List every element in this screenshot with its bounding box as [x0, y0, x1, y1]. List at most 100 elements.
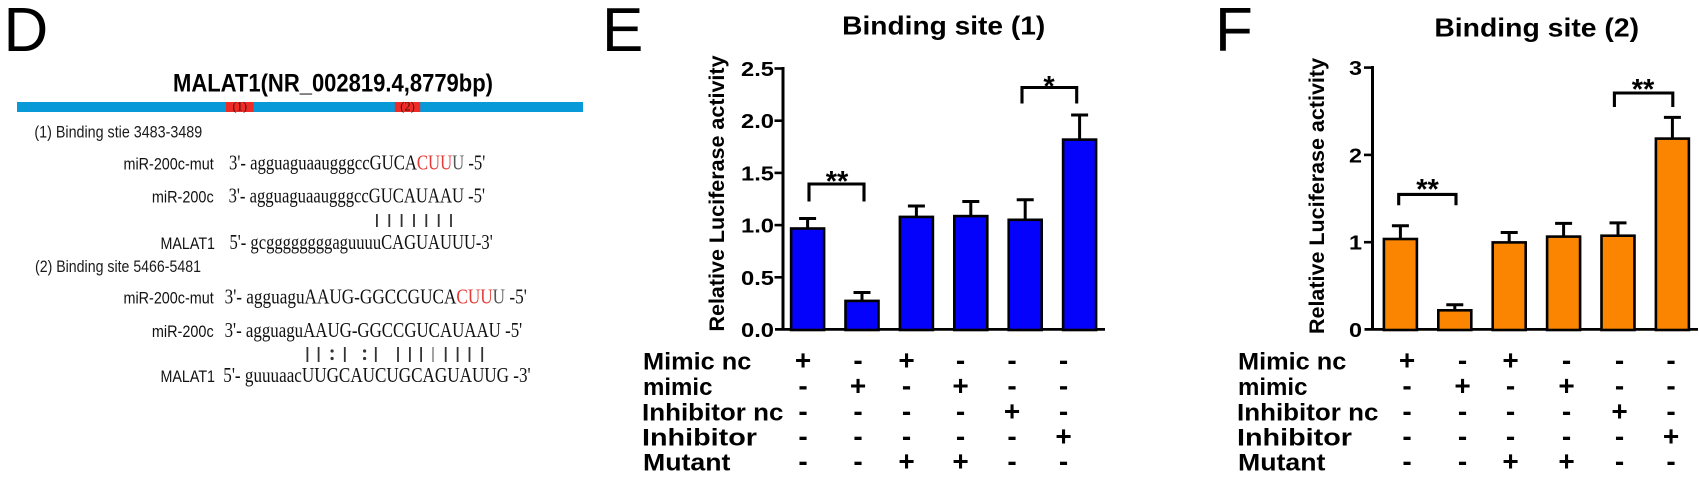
svg-text:+: +: [1558, 370, 1574, 401]
svg-text:-: -: [853, 396, 862, 427]
svg-text:-: -: [1402, 421, 1411, 452]
svg-text:-: -: [853, 345, 862, 376]
svg-text:+: +: [1055, 421, 1071, 452]
svg-text:-: -: [1666, 446, 1675, 477]
svg-text:2.5: 2.5: [741, 58, 774, 81]
svg-text:miR-200c-mut: miR-200c-mut: [124, 156, 215, 174]
svg-text:-: -: [1007, 421, 1016, 452]
svg-text:1.0: 1.0: [741, 215, 774, 238]
svg-text:+: +: [1611, 396, 1627, 427]
svg-text:+: +: [898, 345, 914, 376]
svg-text:3'- agguaguaaugggccGUCACUUU -5: 3'- agguaguaaugggccGUCACUUU -5': [229, 151, 485, 175]
svg-text:5'- gcggggggggaguuuuCAGUAUUU-3: 5'- gcggggggggaguuuuCAGUAUUU-3': [230, 230, 493, 254]
svg-text:-: -: [1402, 370, 1411, 401]
svg-text:+: +: [952, 446, 968, 477]
svg-text:mimic: mimic: [643, 374, 713, 401]
svg-text:-: -: [1562, 396, 1571, 427]
svg-text:-: -: [853, 446, 862, 477]
svg-text:+: +: [952, 370, 968, 401]
svg-text:-: -: [1059, 446, 1068, 477]
svg-text:+: +: [1502, 345, 1518, 376]
svg-text:Inhibitor nc: Inhibitor nc: [642, 400, 783, 427]
svg-text:Binding site (2): Binding site (2): [1434, 13, 1639, 43]
svg-text:Mimic nc: Mimic nc: [1238, 349, 1346, 376]
svg-text:-: -: [1562, 345, 1571, 376]
svg-text:-: -: [1402, 446, 1411, 477]
svg-text:-: -: [1666, 345, 1675, 376]
svg-text:3: 3: [1349, 57, 1362, 80]
svg-text:-: -: [1458, 345, 1467, 376]
svg-text:-: -: [798, 370, 807, 401]
svg-text:mimic: mimic: [1238, 374, 1308, 401]
svg-text:3'- agguaguAAUG-GGCCGUCAUAAU -: 3'- agguaguAAUG-GGCCGUCAUAAU -5': [225, 318, 523, 342]
svg-text:E: E: [602, 0, 643, 65]
svg-text:1.5: 1.5: [741, 162, 774, 185]
svg-text:1: 1: [1349, 232, 1362, 255]
svg-text:-: -: [902, 370, 911, 401]
svg-text:-: -: [1007, 446, 1016, 477]
svg-text:-: -: [1458, 421, 1467, 452]
svg-text:0.0: 0.0: [741, 319, 774, 342]
svg-text:2.0: 2.0: [741, 110, 774, 133]
svg-text:-: -: [1506, 396, 1515, 427]
svg-text:**: **: [826, 166, 849, 198]
svg-text:-: -: [798, 396, 807, 427]
svg-text:Mimic nc: Mimic nc: [643, 349, 751, 376]
svg-text:-: -: [1506, 421, 1515, 452]
svg-text:Relative Luciferase activity: Relative Luciferase activity: [1305, 58, 1329, 334]
svg-text:+: +: [1502, 446, 1518, 477]
svg-text:+: +: [1454, 370, 1470, 401]
svg-text:+: +: [1558, 446, 1574, 477]
svg-text:-: -: [902, 396, 911, 427]
svg-text:(1): (1): [233, 100, 248, 114]
svg-text:+: +: [795, 345, 811, 376]
svg-text:-: -: [1059, 345, 1068, 376]
svg-text:-: -: [956, 345, 965, 376]
svg-text:Binding site (1): Binding site (1): [842, 11, 1045, 41]
svg-text:**: **: [1416, 174, 1439, 206]
svg-text:+: +: [850, 370, 866, 401]
svg-text:-: -: [1615, 345, 1624, 376]
svg-text:2: 2: [1349, 144, 1362, 167]
svg-text:-: -: [1059, 370, 1068, 401]
svg-text:-: -: [1615, 370, 1624, 401]
svg-text:-: -: [1615, 421, 1624, 452]
svg-text:(1) Binding stie 3483-3489: (1) Binding stie 3483-3489: [34, 123, 202, 142]
svg-text:+: +: [1663, 421, 1679, 452]
svg-text:Inhibitor: Inhibitor: [642, 425, 757, 452]
svg-text:Inhibitor nc: Inhibitor nc: [1237, 400, 1378, 427]
svg-text:(2) Binding site 5466-5481: (2) Binding site 5466-5481: [35, 257, 201, 276]
svg-text:*: *: [1043, 71, 1055, 103]
svg-text:MALAT1(NR_002819.4,8779bp): MALAT1(NR_002819.4,8779bp): [173, 70, 493, 98]
svg-text:-: -: [1615, 446, 1624, 477]
svg-text:3'- agguaguAAUG-GGCCGUCACUUU: 3'- agguaguAAUG-GGCCGUCACUUU -5': [225, 285, 527, 309]
svg-text:Relative Luciferase activity: Relative Luciferase activity: [705, 55, 729, 331]
svg-text:-: -: [1506, 370, 1515, 401]
svg-text:-: -: [1562, 421, 1571, 452]
svg-text:-: -: [1458, 446, 1467, 477]
svg-text:-: -: [1007, 370, 1016, 401]
svg-text:-: -: [1007, 345, 1016, 376]
svg-text:-: -: [1059, 396, 1068, 427]
svg-text:+: +: [1004, 396, 1020, 427]
svg-text:-: -: [798, 421, 807, 452]
svg-text:**: **: [1632, 74, 1655, 106]
svg-text:-: -: [853, 421, 862, 452]
svg-text:-: -: [956, 421, 965, 452]
svg-text:-: -: [956, 396, 965, 427]
svg-text:Mutant: Mutant: [643, 450, 730, 477]
svg-text:miR-200c: miR-200c: [152, 188, 214, 206]
svg-text:3'- agguaguaaugggccGUCAUAAU -5: 3'- agguaguaaugggccGUCAUAAU -5': [229, 183, 485, 207]
svg-text:5'- guuuaacUUGCAUCUGCAGUAUUG -: 5'- guuuaacUUGCAUCUGCAGUAUUG -3': [223, 363, 530, 387]
svg-text:-: -: [1402, 396, 1411, 427]
svg-text:-: -: [902, 421, 911, 452]
svg-text:miR-200c-mut: miR-200c-mut: [124, 290, 215, 308]
svg-text:(2): (2): [400, 100, 415, 114]
svg-text:Mutant: Mutant: [1238, 450, 1325, 477]
svg-text:D: D: [4, 0, 49, 65]
svg-text:miR-200c: miR-200c: [152, 323, 214, 341]
svg-text:-: -: [1666, 370, 1675, 401]
svg-text:-: -: [798, 446, 807, 477]
svg-text:+: +: [898, 446, 914, 477]
svg-text:Inhibitor: Inhibitor: [1237, 425, 1352, 452]
